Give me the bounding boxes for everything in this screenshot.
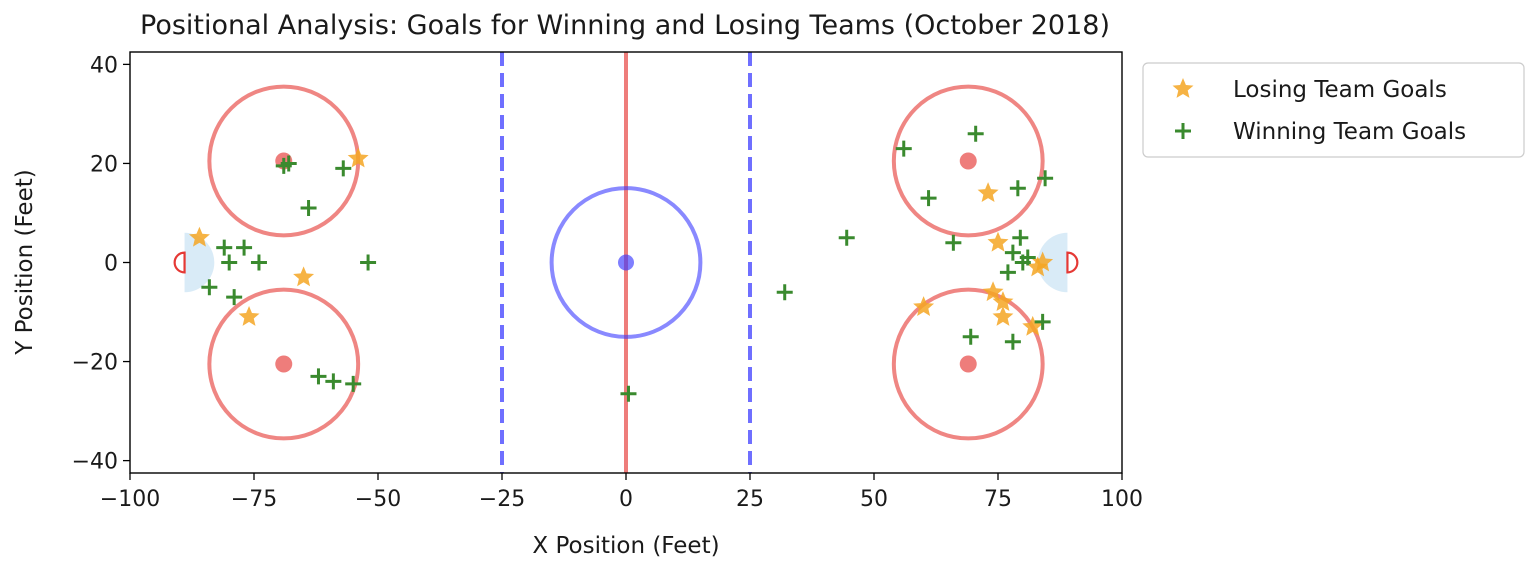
x-tick-label: −25	[479, 487, 525, 512]
winning-goal-marker	[1034, 313, 1051, 330]
y-tick-label: −40	[72, 450, 118, 475]
losing-goal-marker	[992, 305, 1014, 326]
goal-crease	[1037, 232, 1068, 293]
losing-goal-marker	[992, 291, 1014, 312]
winning-goal-marker	[216, 239, 233, 256]
y-tick-label: −20	[72, 351, 118, 376]
winning-goal-marker	[345, 375, 362, 392]
y-tick-label: 0	[104, 252, 118, 277]
goal-net	[173, 251, 186, 274]
winning-goal-marker	[967, 125, 984, 142]
x-tick-label: 100	[1101, 487, 1143, 512]
x-tick-label: 25	[736, 487, 764, 512]
goal-net	[1066, 251, 1079, 274]
legend-label-winning: Winning Team Goals	[1233, 119, 1466, 145]
faceoff-circle	[891, 84, 1045, 238]
winning-goal-marker	[275, 157, 292, 174]
winning-goal-marker	[776, 284, 793, 301]
legend-marker-losing	[1172, 78, 1194, 98]
losing-goal-marker	[238, 305, 260, 326]
winning-goal-marker	[920, 190, 937, 207]
winning-goal-marker	[999, 264, 1016, 281]
winning-goal-marker	[1037, 170, 1054, 187]
legend: Losing Team Goals Winning Team Goals	[1142, 62, 1525, 158]
x-tick-label: −100	[100, 487, 160, 512]
legend-label-losing: Losing Team Goals	[1233, 77, 1447, 103]
winning-goal-marker	[895, 140, 912, 157]
goal-crease	[184, 232, 215, 293]
winning-goal-marker	[1019, 249, 1036, 266]
faceoff-dot	[959, 152, 977, 170]
y-axis-label: Y Position (Feet)	[12, 169, 38, 355]
winning-goal-marker	[300, 200, 317, 217]
winning-goal-marker	[1004, 333, 1021, 350]
losing-goal-marker	[347, 147, 369, 168]
losing-goal-marker	[977, 182, 999, 203]
x-tick-label: 50	[860, 487, 888, 512]
winning-goal-marker	[335, 160, 352, 177]
legend-plus-icon	[1175, 123, 1191, 139]
losing-goal-marker	[987, 231, 1009, 252]
winning-goal-marker	[360, 254, 377, 271]
center-circle	[549, 186, 703, 339]
winning-goal-marker	[226, 289, 243, 306]
faceoff-circle	[891, 287, 1045, 441]
winning-goal-marker	[620, 385, 637, 402]
winning-goal-marker	[310, 368, 327, 385]
winning-goal-marker	[325, 373, 342, 390]
winning-goal-marker	[250, 254, 267, 271]
losing-goal-marker	[1022, 315, 1044, 336]
winning-goal-marker	[945, 234, 962, 251]
x-tick-label: 0	[619, 487, 633, 512]
winning-goal-marker	[236, 239, 253, 256]
legend-box	[1142, 62, 1525, 158]
losing-goal-marker	[982, 281, 1004, 302]
faceoff-dot	[275, 355, 293, 373]
losing-goal-marker	[188, 226, 210, 247]
losing-goal-marker	[1032, 251, 1054, 272]
x-axis-label: X Position (Feet)	[532, 533, 719, 559]
winning-goal-marker	[838, 229, 855, 246]
axes: −100 −75 −50 −25 0 25 50 75 100 −40 −20 0 20 40	[72, 53, 1143, 512]
rink-markings	[173, 52, 1079, 473]
winning-goal-marker	[1004, 244, 1021, 261]
winning-goal-marker	[1012, 229, 1029, 246]
x-tick-label: −50	[355, 487, 401, 512]
losing-goal-marker	[913, 296, 935, 316]
winning-goal-marker	[201, 279, 218, 296]
winning-goal-marker	[962, 328, 979, 345]
winning-goal-marker	[221, 254, 238, 271]
winning-goal-marker	[1009, 180, 1026, 197]
legend-star-icon	[1172, 78, 1194, 98]
faceoff-circle	[207, 287, 361, 441]
x-tick-label: 75	[984, 487, 1012, 512]
goal-markers	[188, 125, 1054, 402]
y-tick-label: 20	[90, 152, 118, 177]
center-dot	[618, 254, 634, 271]
losing-goal-marker	[293, 266, 315, 287]
y-tick-label: 40	[90, 53, 118, 78]
legend-marker-winning	[1175, 123, 1191, 139]
chart-title: Positional Analysis: Goals for Winning a…	[140, 10, 1110, 41]
x-tick-label: −75	[231, 487, 277, 512]
faceoff-dot	[959, 355, 977, 373]
